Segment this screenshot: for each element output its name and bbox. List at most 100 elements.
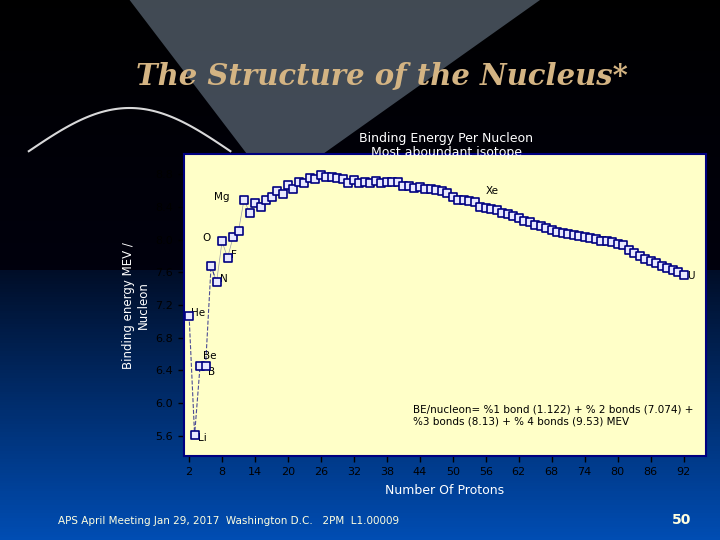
Bar [0, 321, 720, 324]
Point [293, 177, 305, 186]
Point [667, 266, 678, 274]
Point [282, 181, 294, 190]
Bar [0, 508, 720, 510]
Text: Sn: Sn [464, 196, 477, 206]
Text: APS April Meeting Jan 29, 2017  Washington D.C.   2PM  L1.00009: APS April Meeting Jan 29, 2017 Washingto… [58, 516, 399, 526]
Bar [0, 364, 720, 367]
Bar [0, 184, 720, 186]
Bar [0, 486, 720, 489]
Bar [0, 300, 720, 302]
Bar [0, 189, 720, 192]
Bar [0, 211, 720, 213]
Bar [0, 127, 720, 130]
Bar [0, 146, 720, 148]
Bar [0, 356, 720, 359]
Point [590, 234, 601, 243]
Bar [0, 11, 720, 14]
Bar [0, 329, 720, 332]
Point [403, 181, 415, 190]
Point [271, 186, 283, 195]
Bar [0, 467, 720, 470]
Point [453, 195, 464, 204]
Bar [0, 537, 720, 540]
Bar [0, 251, 720, 254]
Bar [0, 267, 720, 270]
Bar [0, 367, 720, 370]
Point [343, 178, 354, 187]
Bar [0, 51, 720, 54]
Bar [0, 130, 720, 132]
Bar [0, 513, 720, 516]
Point [508, 212, 519, 220]
Point [573, 232, 585, 241]
Text: U: U [687, 271, 694, 281]
Point [387, 177, 398, 186]
Bar [0, 143, 720, 146]
Bar [0, 5, 720, 8]
Bar [0, 273, 720, 275]
Bar [0, 305, 720, 308]
Bar [0, 170, 720, 173]
Bar [0, 494, 720, 497]
Bar [0, 289, 720, 292]
Text: B: B [208, 367, 215, 377]
Bar [0, 278, 720, 281]
Bar [0, 259, 720, 262]
Point [216, 237, 228, 246]
Bar [0, 354, 720, 356]
Point [480, 204, 492, 212]
Bar [0, 194, 720, 197]
Bar [0, 351, 720, 354]
Point [546, 226, 557, 234]
Bar [0, 97, 720, 100]
Bar [0, 275, 720, 278]
Bar [0, 421, 720, 424]
Bar [0, 475, 720, 478]
Point [233, 226, 244, 235]
Bar [0, 292, 720, 294]
Point [184, 312, 195, 320]
Bar [0, 270, 720, 273]
Bar [0, 297, 720, 300]
Bar [0, 319, 720, 321]
Bar [0, 35, 720, 38]
Bar [0, 535, 720, 537]
Bar [0, 256, 720, 259]
Bar [0, 446, 720, 448]
Bar [0, 181, 720, 184]
Bar [0, 40, 720, 43]
Bar [0, 516, 720, 518]
Point [595, 236, 607, 245]
Point [618, 241, 629, 250]
Bar [0, 240, 720, 243]
Bar [0, 232, 720, 235]
Point [601, 237, 613, 246]
Bar [0, 497, 720, 500]
Bar [0, 78, 720, 81]
Bar [0, 54, 720, 57]
Bar [0, 208, 720, 211]
Point [579, 233, 590, 241]
Point [249, 199, 261, 207]
Point [370, 177, 382, 185]
Bar [0, 454, 720, 456]
Bar [0, 443, 720, 445]
Bar [0, 81, 720, 84]
Bar [0, 462, 720, 464]
Point [535, 221, 546, 230]
Bar [0, 532, 720, 535]
Point [464, 197, 475, 206]
Bar [0, 332, 720, 335]
Point [585, 234, 596, 242]
Bar [0, 173, 720, 176]
Bar [0, 510, 720, 513]
Bar [0, 219, 720, 221]
Bar [0, 151, 720, 154]
Point [678, 271, 689, 279]
Bar [0, 16, 720, 19]
Bar [0, 408, 720, 410]
Point [645, 256, 657, 265]
Bar [0, 70, 720, 73]
Point [529, 221, 541, 230]
Bar [0, 76, 720, 78]
